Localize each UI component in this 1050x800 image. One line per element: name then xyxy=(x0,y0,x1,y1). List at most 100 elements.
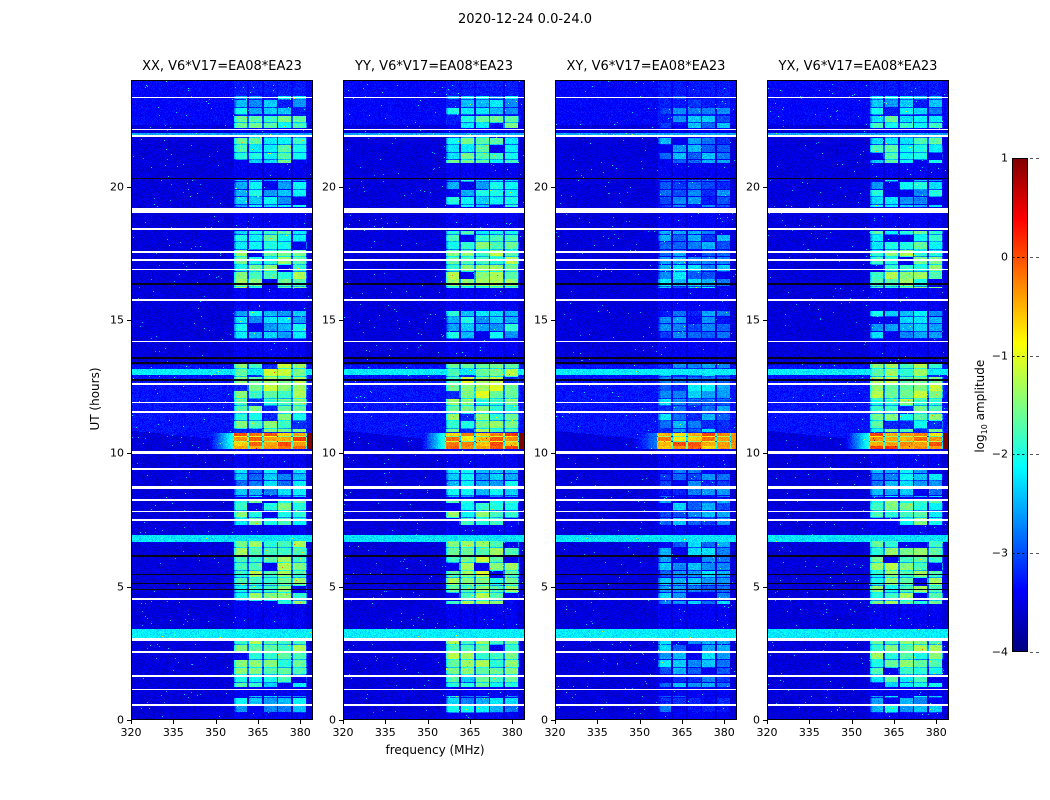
x-tick xyxy=(257,720,259,724)
colorbar-label-subscript: 10 xyxy=(980,424,990,435)
y-tick xyxy=(127,586,131,588)
y-tick-label: 10 xyxy=(746,446,760,460)
x-tick-label: 380 xyxy=(501,726,523,739)
y-tick-label: 0 xyxy=(541,713,548,727)
x-tick xyxy=(851,720,853,724)
y-tick-label: 0 xyxy=(329,713,336,727)
x-tick-label: 350 xyxy=(841,726,863,739)
y-tick-label: 15 xyxy=(746,313,760,327)
x-tick xyxy=(131,720,132,724)
y-tick-label: 5 xyxy=(329,580,336,594)
colorbar-tick-dash xyxy=(1030,553,1039,555)
x-tick xyxy=(893,720,895,724)
x-tick xyxy=(767,720,768,724)
colorbar-tick-label: 0 xyxy=(1001,250,1008,264)
x-tick xyxy=(681,720,683,724)
colorbar-gradient xyxy=(1012,158,1028,652)
y-tick-label: 5 xyxy=(541,580,548,594)
y-tick-label: 20 xyxy=(534,180,548,194)
panel-title-xy: XY, V6*V17=EA08*EA23 xyxy=(566,59,726,74)
y-tick-label: 20 xyxy=(746,180,760,194)
x-tick xyxy=(300,720,302,724)
x-tick-label: 320 xyxy=(756,726,778,739)
x-axis-label: frequency (MHz) xyxy=(385,743,485,757)
spectrogram-canvas-xx xyxy=(131,80,313,720)
y-axis-label: UT (hours) xyxy=(88,367,102,431)
colorbar-tick-dash xyxy=(1030,355,1039,357)
x-tick-label: 380 xyxy=(713,726,735,739)
y-tick xyxy=(339,720,343,721)
y-tick xyxy=(339,453,343,455)
y-tick-label: 15 xyxy=(534,313,548,327)
spectrogram-canvas-yx xyxy=(767,80,949,720)
y-tick xyxy=(763,186,767,188)
colorbar-tick-dash xyxy=(1030,652,1039,653)
colorbar-tick-label: −4 xyxy=(991,645,1008,659)
panel-title-xx: XX, V6*V17=EA08*EA23 xyxy=(142,59,302,74)
x-tick-label: 380 xyxy=(289,726,311,739)
spectrogram-canvas-yy xyxy=(343,80,525,720)
x-tick xyxy=(512,720,514,724)
x-tick xyxy=(385,720,387,724)
y-tick xyxy=(339,320,343,321)
y-tick xyxy=(339,186,343,188)
y-tick-label: 10 xyxy=(534,446,548,460)
x-tick-label: 320 xyxy=(544,726,566,739)
y-tick xyxy=(551,720,555,721)
colorbar-label-prefix: log xyxy=(972,434,987,453)
x-tick xyxy=(639,720,641,724)
colorbar-tick-dash xyxy=(1030,158,1039,159)
y-tick xyxy=(551,453,555,455)
x-tick xyxy=(555,720,556,724)
panel-title-yx: YX, V6*V17=EA08*EA23 xyxy=(778,59,938,74)
spectrogram-canvas-xy xyxy=(555,80,737,720)
y-tick xyxy=(551,320,555,321)
x-tick-label: 365 xyxy=(247,726,269,739)
y-tick-label: 5 xyxy=(753,580,760,594)
x-tick-label: 365 xyxy=(671,726,693,739)
y-tick xyxy=(339,586,343,588)
y-tick xyxy=(763,453,767,455)
colorbar-label: log10 amplitude xyxy=(973,346,989,466)
x-tick xyxy=(215,720,217,724)
colorbar-tick-dash xyxy=(1030,256,1039,258)
y-tick-label: 15 xyxy=(110,313,124,327)
x-tick-label: 350 xyxy=(205,726,227,739)
colorbar-tick-label: −1 xyxy=(991,349,1008,363)
x-tick xyxy=(343,720,344,724)
colorbar-tick-label: 1 xyxy=(1001,151,1008,165)
colorbar-label-suffix: amplitude xyxy=(972,359,987,425)
x-tick-label: 320 xyxy=(332,726,354,739)
y-tick-label: 20 xyxy=(322,180,336,194)
x-tick xyxy=(809,720,811,724)
y-tick-label: 0 xyxy=(753,713,760,727)
x-tick-label: 380 xyxy=(925,726,947,739)
x-tick-label: 350 xyxy=(417,726,439,739)
y-tick xyxy=(127,186,131,188)
x-tick-label: 335 xyxy=(798,726,820,739)
colorbar-tick-label: −2 xyxy=(991,447,1008,461)
y-tick-label: 20 xyxy=(110,180,124,194)
y-tick xyxy=(127,453,131,455)
x-tick xyxy=(724,720,726,724)
y-tick xyxy=(127,320,131,321)
x-tick-label: 350 xyxy=(629,726,651,739)
x-tick-label: 335 xyxy=(586,726,608,739)
x-tick xyxy=(936,720,938,724)
panel-title-yy: YY, V6*V17=EA08*EA23 xyxy=(355,59,513,74)
x-tick-label: 365 xyxy=(459,726,481,739)
x-tick xyxy=(173,720,175,724)
x-tick-label: 365 xyxy=(883,726,905,739)
colorbar-tick-label: −3 xyxy=(991,546,1008,560)
y-tick xyxy=(551,186,555,188)
x-tick-label: 320 xyxy=(120,726,142,739)
x-tick xyxy=(597,720,599,724)
y-tick xyxy=(763,720,767,721)
y-tick-label: 0 xyxy=(117,713,124,727)
figure-title: 2020-12-24 0.0-24.0 xyxy=(458,12,592,27)
y-tick-label: 15 xyxy=(322,313,336,327)
y-tick-label: 10 xyxy=(110,446,124,460)
x-tick xyxy=(469,720,471,724)
y-tick xyxy=(551,586,555,588)
